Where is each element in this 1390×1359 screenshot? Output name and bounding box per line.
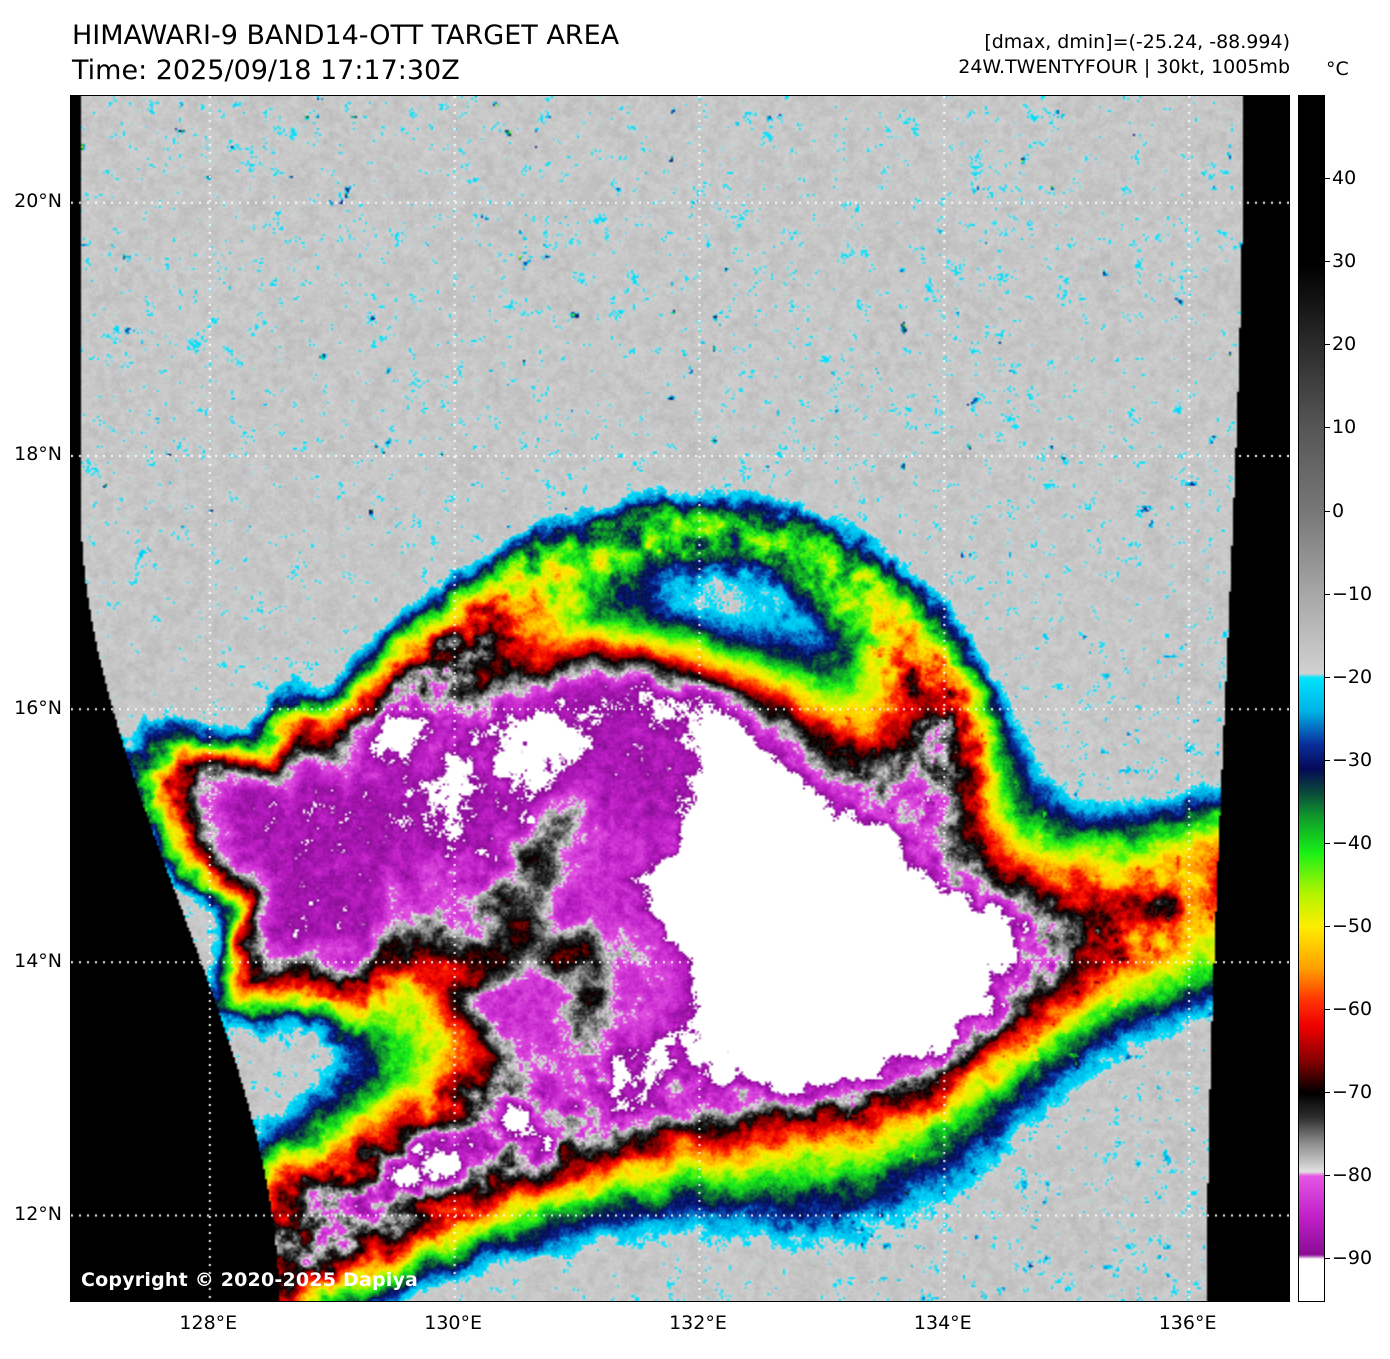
temperature-colorbar — [1298, 95, 1325, 1302]
colorbar-tick-mark — [1325, 1009, 1330, 1011]
longitude-tick-132: 132°E — [669, 1312, 727, 1334]
colorbar-tick-minus40: −40 — [1332, 831, 1373, 854]
colorbar-tick-minus20: −20 — [1332, 665, 1373, 688]
colorbar-tick-mark — [1325, 842, 1330, 844]
colorbar-tick-minus80: −80 — [1332, 1164, 1373, 1187]
satellite-image-plot: Copyright © 2020-2025 Dapiya — [70, 95, 1290, 1302]
metadata-block: [dmax, dmin]=(-25.24, -88.994) 24W.TWENT… — [958, 30, 1290, 80]
colorbar-tick-mark — [1325, 676, 1330, 678]
colorbar-tick-mark — [1325, 510, 1330, 512]
storm-info-readout: 24W.TWENTYFOUR | 30kt, 1005mb — [958, 56, 1290, 79]
title-line-2: Time: 2025/09/18 17:17:30Z — [72, 55, 460, 87]
colorbar-tick-mark — [1325, 759, 1330, 761]
dmax-dmin-readout: [dmax, dmin]=(-25.24, -88.994) — [984, 31, 1290, 53]
latitude-tick-14: 14°N — [14, 949, 62, 972]
longitude-tick-136: 136°E — [1158, 1312, 1217, 1334]
latitude-tick-20: 20°N — [14, 190, 62, 213]
colorbar-gradient — [1299, 96, 1324, 1301]
colorbar-tick-mark — [1325, 926, 1330, 928]
colorbar-tick-mark — [1325, 1258, 1330, 1260]
colorbar-tick-mark — [1325, 1175, 1330, 1177]
colorbar-tick-minus50: −50 — [1332, 915, 1373, 938]
colorbar-tick-minus90: −90 — [1332, 1247, 1373, 1270]
colorbar-tick-minus30: −30 — [1332, 748, 1373, 771]
colorbar-tick-mark — [1325, 427, 1330, 429]
longitude-tick-130: 130°E — [424, 1312, 483, 1334]
colorbar-tick-30: 30 — [1332, 250, 1357, 273]
colorbar-tick-mark — [1325, 1092, 1330, 1094]
copyright-notice: Copyright © 2020-2025 Dapiya — [81, 1269, 419, 1291]
colorbar-tick-mark — [1325, 344, 1330, 346]
colorbar-tick-0: 0 — [1332, 499, 1345, 522]
title-line-1: HIMAWARI-9 BAND14-OTT TARGET AREA — [72, 20, 620, 51]
colorbar-unit-label: °C — [1326, 58, 1349, 80]
colorbar-tick-40: 40 — [1332, 167, 1357, 190]
longitude-tick-128: 128°E — [179, 1312, 238, 1334]
colorbar-tick-10: 10 — [1332, 416, 1357, 439]
colorbar-tick-mark — [1325, 593, 1330, 595]
colorbar-tick-mark — [1325, 261, 1330, 263]
longitude-tick-134: 134°E — [913, 1312, 972, 1334]
infrared-brightness-temperature-image — [71, 96, 1289, 1301]
latitude-tick-18: 18°N — [14, 443, 62, 466]
colorbar-tick-minus70: −70 — [1332, 1081, 1373, 1104]
colorbar-tick-minus60: −60 — [1332, 998, 1373, 1021]
page-title: HIMAWARI-9 BAND14-OTT TARGET AREA Time: … — [72, 18, 619, 88]
colorbar-tick-mark — [1325, 178, 1330, 180]
colorbar-tick-20: 20 — [1332, 333, 1357, 356]
colorbar-tick-minus10: −10 — [1332, 582, 1373, 605]
latitude-tick-16: 16°N — [14, 696, 62, 719]
latitude-tick-12: 12°N — [14, 1202, 62, 1225]
